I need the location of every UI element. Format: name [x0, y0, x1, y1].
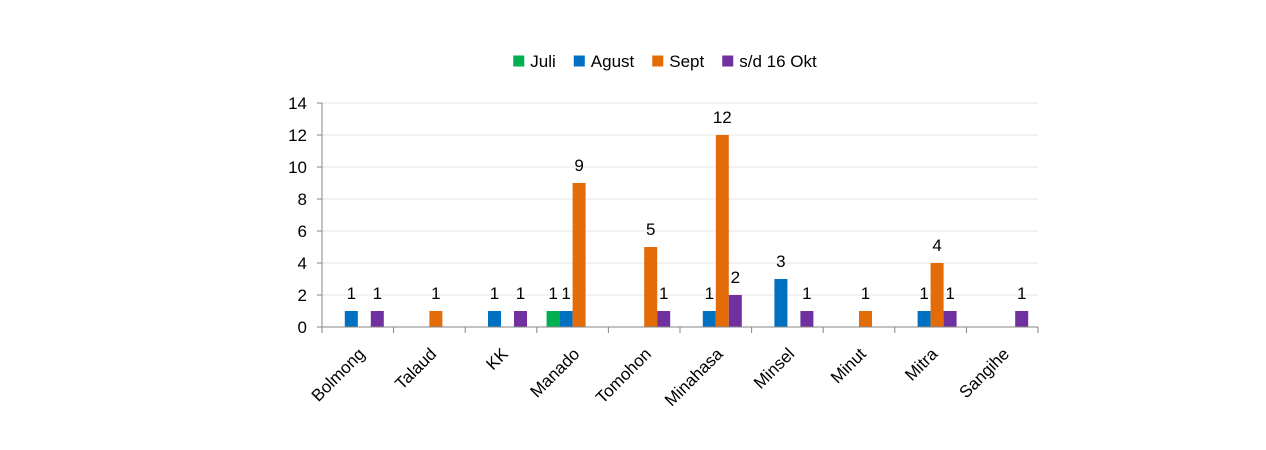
data-label: 1 [490, 284, 499, 303]
bars [344, 135, 1029, 327]
bar-s-d-16-okt [370, 311, 384, 327]
legend-label: s/d 16 Okt [739, 52, 817, 71]
bar-s-d-16-okt [728, 295, 742, 327]
data-label: 4 [932, 236, 941, 255]
y-tick-label: 12 [288, 126, 307, 145]
y-tick-label: 2 [298, 286, 307, 305]
data-label: 1 [1017, 284, 1026, 303]
category-label: Sangihe [955, 344, 1013, 402]
data-label: 1 [945, 284, 954, 303]
category-label: Bolmong [308, 344, 369, 405]
category-label: KK [482, 344, 512, 374]
category-label: Tomohon [592, 344, 655, 407]
y-tick-label: 6 [298, 222, 307, 241]
y-tick-label: 14 [288, 94, 307, 113]
data-label: 1 [861, 284, 870, 303]
y-tick-label: 0 [298, 318, 307, 337]
data-label: 1 [561, 284, 570, 303]
y-tick-label: 10 [288, 158, 307, 177]
data-label: 1 [548, 284, 557, 303]
data-label: 1 [373, 284, 382, 303]
legend-swatch [573, 55, 585, 67]
data-label: 2 [731, 268, 740, 287]
legend-swatch [722, 55, 734, 67]
category-label: Talaud [391, 344, 440, 393]
bar-agust [559, 311, 573, 327]
y-tick-label: 8 [298, 190, 307, 209]
data-label: 12 [713, 108, 732, 127]
legend-label: Juli [530, 52, 556, 71]
data-label: 1 [431, 284, 440, 303]
legend-swatch [652, 55, 664, 67]
data-label: 9 [574, 156, 583, 175]
bar-s-d-16-okt [514, 311, 527, 327]
data-label: 1 [659, 284, 668, 303]
bar-agust [917, 311, 931, 327]
legend-label: Agust [591, 52, 635, 71]
bar-s-d-16-okt [943, 311, 957, 327]
y-axis: 0 2 4 6 8 10 12 14 [288, 94, 323, 337]
bar-sept [859, 311, 872, 327]
bar-s-d-16-okt [800, 311, 814, 327]
bar-s-d-16-okt [657, 311, 671, 327]
bar-sept [930, 263, 944, 327]
bar-agust [488, 311, 501, 327]
data-label: 1 [802, 284, 811, 303]
bar-juli [546, 311, 560, 327]
data-label: 1 [516, 284, 525, 303]
bar-sept [715, 135, 729, 327]
legend-label: Sept [669, 52, 704, 71]
category-label: Minsel [750, 344, 798, 392]
bar-agust [774, 279, 788, 327]
category-label: Mitra [901, 344, 942, 385]
bar-sept [644, 247, 658, 327]
legend: Juli Agust Sept s/d 16 Okt [513, 52, 817, 71]
data-label: 1 [347, 284, 356, 303]
y-tick-label: 4 [298, 254, 307, 273]
data-label: 5 [646, 220, 655, 239]
data-label: 3 [776, 252, 785, 271]
bar-s-d-16-okt [1015, 311, 1029, 327]
gridlines [322, 102, 1038, 296]
legend-swatch [513, 55, 525, 67]
category-label: Minut [827, 344, 870, 387]
bar-sept [572, 183, 586, 327]
x-axis: Bolmong Talaud KK Manado Tomohon Minahasa Mins… [308, 326, 1039, 410]
category-label: Minahasa [661, 344, 727, 410]
data-label: 1 [919, 284, 928, 303]
bar-agust [344, 311, 358, 327]
bar-sept [429, 311, 443, 327]
bar-agust [702, 311, 716, 327]
data-label: 1 [705, 284, 714, 303]
category-label: Manado [527, 344, 584, 401]
